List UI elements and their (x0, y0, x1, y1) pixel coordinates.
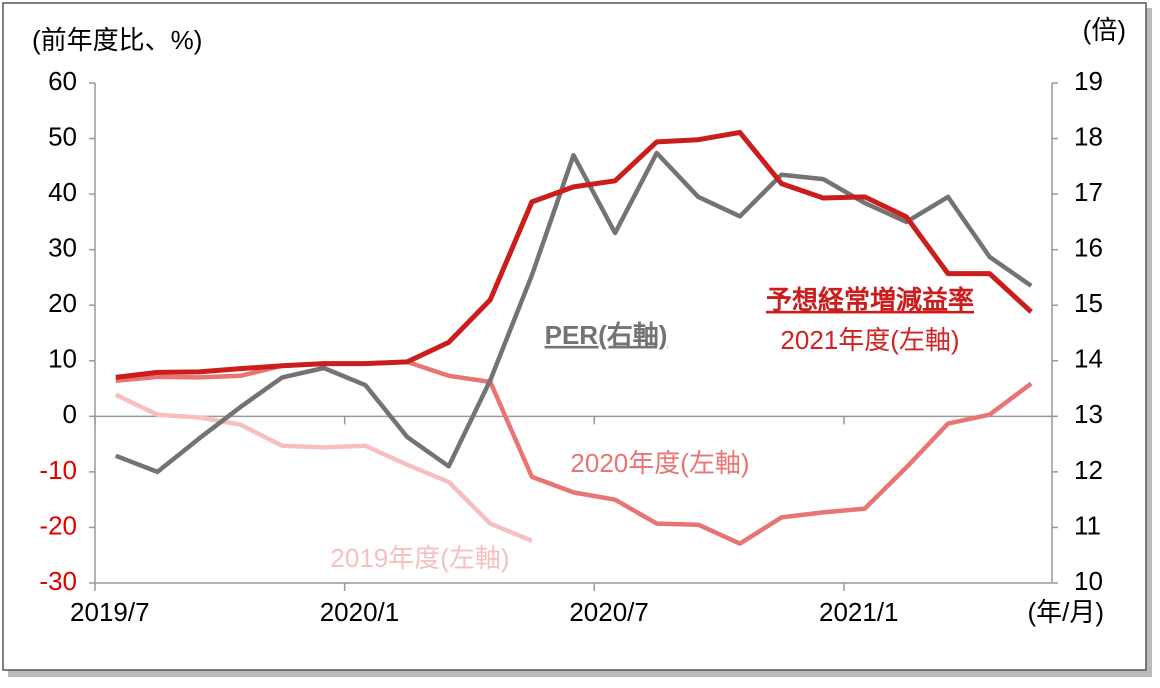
annotation: 予想経常増減益率 (766, 285, 974, 315)
x-tick-label: 2019/7 (70, 597, 150, 627)
y2-tick-label: 16 (1074, 233, 1103, 263)
series-line (114, 392, 533, 543)
legend-label: 2021年度(左軸) (780, 325, 959, 355)
y2-tick-label: 19 (1074, 66, 1103, 96)
y2-tick-label: 10 (1074, 566, 1103, 596)
x-axis-label: (年/月) (1027, 597, 1104, 627)
y-tick-label: -10 (39, 455, 77, 485)
y-tick-label: -20 (39, 510, 77, 540)
legend-label: 2019年度(左軸) (330, 543, 509, 573)
y2-tick-label: 15 (1074, 288, 1103, 318)
frame (2, 2, 1147, 671)
x-tick-label: 2020/7 (569, 597, 649, 627)
legend-label: 2020年度(左軸) (570, 448, 749, 478)
y-tick-label: 20 (48, 288, 77, 318)
x-tick-label: 2021/1 (819, 597, 899, 627)
y2-tick-label: 11 (1074, 510, 1101, 540)
y2-tick-label: 17 (1074, 177, 1103, 207)
x-tick-label: 2020/1 (320, 597, 400, 627)
y2-axis-label: (倍) (1083, 15, 1126, 45)
y2-tick-label: 18 (1074, 121, 1103, 151)
y-tick-label: 60 (48, 66, 77, 96)
series-line (115, 129, 1033, 380)
y-tick-label: 40 (48, 177, 77, 207)
y-tick-label: 10 (48, 344, 77, 374)
series-line (114, 150, 1033, 475)
y2-tick-label: 12 (1074, 455, 1103, 485)
y-tick-label: 50 (48, 121, 77, 151)
y-axis-label: (前年度比、%) (32, 25, 202, 55)
y2-tick-label: 14 (1074, 344, 1103, 374)
legend-label: PER(右軸) (545, 320, 668, 350)
y2-tick-label: 13 (1074, 399, 1103, 429)
y-tick-label: 0 (63, 399, 77, 429)
y-tick-label: -30 (39, 566, 77, 596)
y-tick-label: 30 (48, 233, 77, 263)
